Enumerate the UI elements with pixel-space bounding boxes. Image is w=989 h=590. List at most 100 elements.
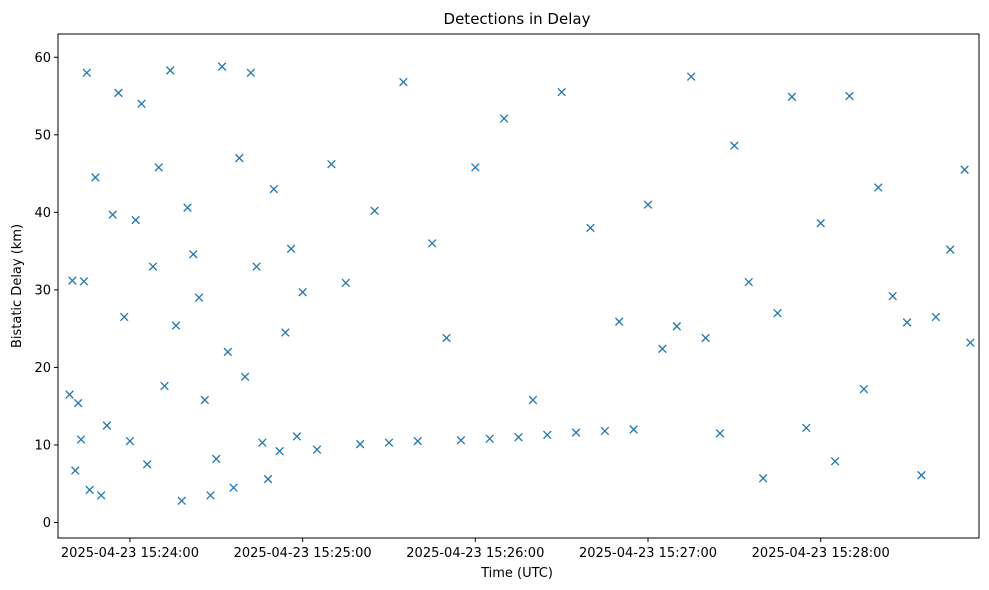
data-point [240, 372, 250, 381]
x-tick-label: 2025-04-23 15:25:00 [234, 546, 372, 561]
x-tick-label: 2025-04-23 15:28:00 [752, 546, 890, 561]
x-axis-label: Time (UTC) [480, 566, 553, 581]
data-point [629, 425, 638, 434]
data-point [960, 165, 969, 174]
data-point [102, 421, 112, 430]
y-tick-label: 50 [34, 128, 51, 143]
data-point [830, 456, 840, 466]
data-point [802, 423, 811, 433]
data-point [370, 206, 379, 216]
data-point [91, 173, 100, 182]
data-point [235, 153, 244, 163]
data-point [744, 277, 754, 287]
data-point [686, 72, 696, 81]
data-point [119, 312, 129, 322]
data-point [212, 454, 221, 464]
x-tick-label: 2025-04-23 15:24:00 [61, 546, 199, 561]
data-point [165, 66, 175, 75]
data-point [82, 68, 92, 78]
y-tick-label: 10 [34, 438, 51, 453]
data-point [137, 99, 146, 109]
data-point [917, 470, 926, 480]
data-point [229, 483, 238, 492]
data-point [931, 312, 941, 322]
data-point [399, 77, 408, 87]
data-point [701, 333, 710, 343]
data-point [427, 239, 437, 248]
data-point [643, 200, 653, 209]
data-point [258, 438, 267, 447]
data-point [859, 384, 869, 394]
data-point [76, 435, 86, 444]
data-point [543, 430, 552, 440]
data-point [312, 445, 322, 454]
data-point [672, 322, 682, 331]
data-point [96, 491, 106, 500]
data-point [614, 317, 624, 326]
data-point [154, 163, 163, 172]
data-point [966, 338, 975, 347]
data-point [246, 68, 256, 78]
data-point [341, 278, 351, 288]
x-tick-label: 2025-04-23 15:27:00 [579, 546, 717, 561]
data-point [281, 328, 290, 337]
data-point [730, 141, 739, 150]
x-tick-label: 2025-04-23 15:26:00 [406, 546, 544, 561]
data-point [874, 183, 883, 192]
data-point [263, 474, 273, 484]
data-point [131, 215, 140, 225]
data-point [183, 203, 192, 212]
data-point [528, 395, 538, 405]
data-point [252, 262, 261, 271]
data-point [758, 474, 768, 483]
data-point [715, 429, 725, 438]
data-point [200, 395, 210, 405]
data-point [471, 163, 480, 172]
data-point [600, 426, 610, 436]
data-point [73, 398, 83, 408]
data-point [269, 184, 279, 194]
data-point [217, 62, 227, 71]
data-point [194, 293, 204, 302]
data-point [499, 114, 509, 123]
data-point [160, 381, 169, 391]
data-point [586, 223, 595, 233]
y-tick-label: 40 [34, 206, 51, 221]
data-point [206, 491, 215, 500]
data-point [355, 439, 365, 449]
data-point [125, 436, 135, 446]
data-point [142, 460, 152, 469]
data-point [557, 87, 566, 97]
scatter-series [65, 62, 975, 506]
data-point [485, 434, 494, 444]
data-point [413, 436, 423, 446]
x-axis: 2025-04-23 15:24:00 2025-04-23 15:25:00 20… [61, 538, 890, 561]
data-point [442, 333, 451, 343]
data-point [902, 318, 912, 327]
data-point [108, 210, 117, 219]
plot-area [57, 33, 980, 539]
data-point [85, 485, 94, 495]
data-point [327, 160, 336, 169]
data-point [275, 446, 284, 456]
data-point [298, 287, 307, 297]
data-point [223, 347, 233, 357]
y-tick-label: 60 [34, 51, 51, 66]
data-point [787, 92, 797, 102]
data-point [286, 244, 296, 254]
chart-title: Detections in Delay [444, 10, 591, 28]
data-point [945, 245, 955, 254]
data-point [177, 496, 187, 506]
data-point [171, 321, 181, 330]
y-tick-label: 20 [34, 361, 51, 376]
data-point [148, 262, 158, 271]
data-point [658, 344, 667, 354]
y-tick-label: 30 [34, 283, 51, 298]
data-point [845, 91, 854, 101]
data-point [114, 88, 123, 98]
y-axis-label: Bistatic Delay (km) [10, 224, 25, 348]
data-point [68, 276, 77, 285]
data-point [79, 277, 89, 286]
